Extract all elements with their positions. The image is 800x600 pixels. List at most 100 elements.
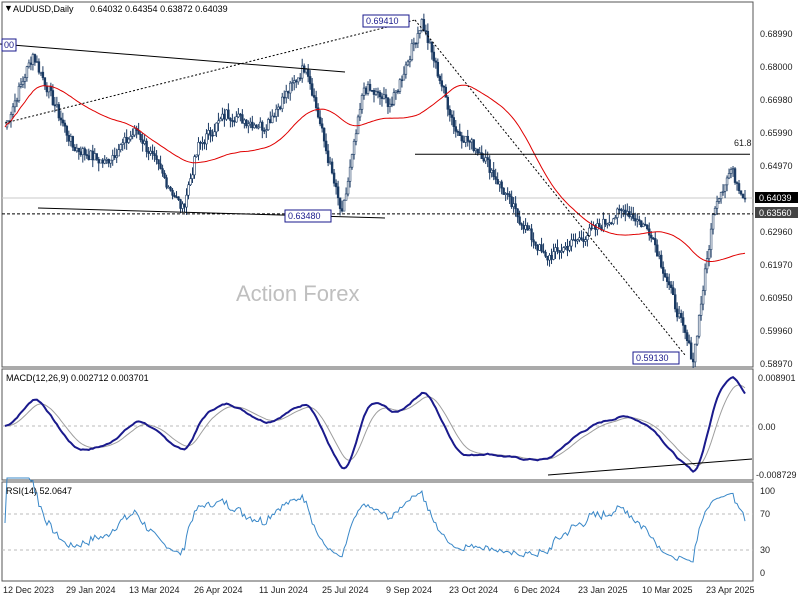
rsi-lines (4, 477, 746, 563)
price-candles (5, 13, 747, 368)
candle-body (634, 218, 637, 222)
candle-body (602, 218, 605, 231)
candle-body (131, 134, 134, 137)
candle-body (171, 189, 174, 196)
candle-body (291, 82, 294, 84)
candle-body (45, 85, 49, 93)
candle-body (532, 239, 535, 243)
candle-body (636, 219, 639, 222)
swing-high-label: 0.69410 (366, 16, 399, 26)
candle-body (556, 247, 559, 251)
y-tick-label: 0.68990 (760, 29, 793, 39)
candle-body (562, 247, 565, 252)
candle-body (681, 317, 685, 326)
candle-body (606, 223, 609, 226)
candle-body (279, 106, 282, 110)
candle-body (494, 176, 497, 180)
candle-body (542, 250, 545, 253)
candle-body (299, 77, 302, 80)
candle-body (15, 100, 19, 102)
candle-body (348, 166, 352, 182)
main-panel-frame (1, 1, 754, 368)
candle-body (304, 68, 308, 73)
candle-body (187, 184, 190, 196)
candle-body (614, 217, 617, 220)
candle-body (217, 120, 220, 124)
candle-body (490, 169, 493, 173)
candle-body (141, 139, 144, 144)
symbol-dropdown-arrow[interactable]: ▼ (4, 3, 13, 13)
candle-body (695, 335, 699, 345)
candle-body (642, 223, 645, 227)
candle-body (65, 125, 69, 136)
candle-body (721, 190, 725, 193)
candle-body (412, 42, 416, 45)
candle-body (41, 71, 45, 78)
candle-body (326, 150, 330, 163)
candle-body (574, 239, 577, 242)
candle-body (578, 237, 581, 241)
rsi-label: RSI(14) 52.0647 (6, 486, 72, 496)
candle-body (608, 222, 611, 225)
candle-body (295, 80, 298, 83)
candle-body (440, 80, 444, 87)
y-tick-label: 0.64970 (760, 161, 793, 171)
candle-body (193, 156, 196, 176)
candle-body (560, 250, 563, 253)
candle-body (23, 77, 27, 82)
candle-body (79, 151, 82, 156)
candle-body (717, 198, 721, 202)
candle-body (354, 133, 358, 142)
candle-body (31, 54, 35, 65)
candle-body (43, 77, 47, 87)
candle-body (586, 235, 589, 241)
candle-body (550, 255, 553, 260)
candle-body (530, 228, 533, 241)
candle-body (406, 61, 410, 66)
candle-body (622, 209, 625, 212)
y-tick-label: 0.62960 (760, 227, 793, 237)
candle-body (173, 195, 176, 198)
candle-body (500, 181, 503, 189)
candle-body (191, 174, 194, 179)
candle-body (719, 191, 723, 200)
candle-body (480, 152, 483, 159)
candle-body (133, 128, 136, 136)
candle-body (300, 65, 304, 79)
candle-body (709, 228, 713, 250)
candle-body (340, 208, 344, 212)
candle-body (213, 131, 216, 136)
candle-body (482, 158, 485, 162)
candle-body (596, 223, 599, 230)
candle-body (318, 116, 322, 125)
rsi-y-tick: 0 (760, 568, 765, 578)
candle-body (35, 61, 39, 63)
candle-body (620, 209, 623, 211)
candle-body (486, 157, 489, 160)
candle-body (221, 113, 224, 120)
candle-body (703, 268, 707, 291)
upper-trendline (0, 43, 346, 73)
candle-body (428, 41, 432, 44)
candle-body (580, 237, 583, 240)
candle-body (267, 119, 270, 130)
candle-body (179, 199, 182, 209)
candle-body (197, 142, 200, 156)
rsi-panel-frame (1, 481, 754, 582)
candle-body (476, 148, 479, 154)
candle-body (55, 104, 59, 107)
y-tick-label: 0.66980 (760, 95, 793, 105)
candle-body (598, 223, 601, 228)
candle-body (671, 287, 675, 296)
candle-body (590, 227, 593, 230)
candle-body (388, 103, 392, 107)
candle-body (139, 134, 142, 141)
candle-body (402, 73, 406, 81)
candle-body (241, 114, 244, 124)
candle-body (181, 203, 184, 209)
candle-body (741, 193, 745, 199)
candle-body (588, 227, 591, 236)
candle-body (263, 130, 266, 132)
candle-body (548, 255, 551, 261)
candle-body (255, 124, 258, 128)
